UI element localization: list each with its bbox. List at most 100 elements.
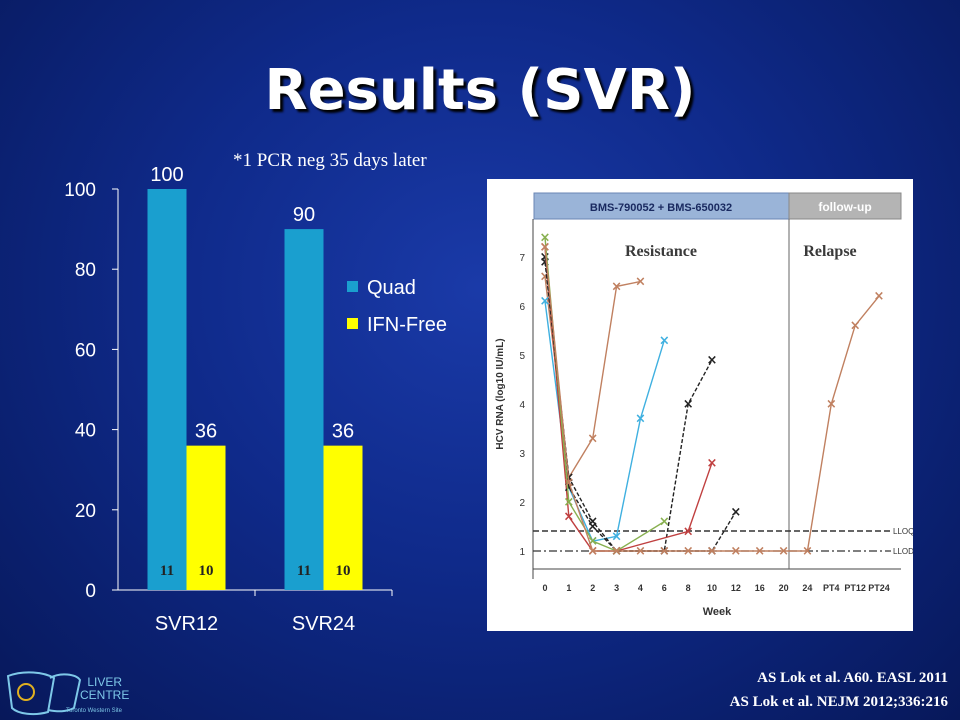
- liver-centre-logo: [6, 671, 82, 716]
- bar-svr24-quad: [284, 229, 324, 590]
- line-y-tick-label: 4: [519, 400, 525, 411]
- bar-value-label: 90: [293, 204, 315, 226]
- hcv-data-point: ×: [540, 270, 551, 285]
- bar-n-label: 11: [160, 563, 174, 579]
- treatment-phase-bar: [533, 192, 790, 220]
- legend-label: Quad: [367, 277, 416, 299]
- line-x-tick-label: PT24: [868, 583, 890, 593]
- logo-subtitle: Toronto Western Site: [66, 708, 122, 714]
- y-tick-label: 80: [75, 260, 96, 281]
- hcv-data-point: ×: [635, 412, 646, 427]
- hcv-data-point: ×: [635, 544, 646, 559]
- line-x-tick-label: 24: [802, 583, 812, 593]
- treatment-phase-label: BMS-790052 + BMS-650032: [590, 202, 732, 214]
- slide-title: Results (SVR): [264, 58, 696, 123]
- hcv-data-point: ×: [540, 294, 551, 309]
- line-y-axis-title: HCV RNA (log10 IU/mL): [495, 338, 506, 449]
- y-tick-label: 0: [85, 581, 96, 602]
- line-x-tick-label: 3: [614, 583, 619, 593]
- hcv-series-line-1: [544, 276, 641, 480]
- legend-swatch: [347, 281, 358, 292]
- hcv-data-point: ×: [683, 544, 694, 559]
- logo-text: LIVER CENTRE: [80, 675, 130, 702]
- bar-n-label: 11: [297, 563, 311, 579]
- footnote-pcr: *1 PCR neg 35 days later: [233, 150, 427, 171]
- line-y-tick-label: 3: [519, 449, 525, 460]
- citation-2: AS Lok et al. NEJM 2012;336:216: [729, 694, 948, 710]
- hcv-data-point: ×: [826, 397, 837, 412]
- line-x-tick-label: 0: [542, 583, 547, 593]
- bar-svr12-quad: [147, 189, 187, 590]
- bar-n-label: 10: [336, 563, 351, 579]
- hcv-data-point: ×: [778, 544, 789, 559]
- hcv-data-point: ×: [540, 255, 551, 270]
- bar-value-label: 36: [332, 421, 354, 443]
- line-x-tick-label: PT4: [823, 583, 840, 593]
- hcv-data-point: ×: [802, 544, 813, 559]
- hcv-data-point: ×: [635, 275, 646, 290]
- x-category-label: SVR12: [155, 613, 218, 635]
- bar-svr24-ifn-free: [323, 445, 363, 590]
- line-x-tick-label: 6: [662, 583, 667, 593]
- hcv-data-point: ×: [587, 515, 598, 530]
- hcv-rna-line-chart: BMS-790052 + BMS-650032 follow-up LLOQ LLOD…: [495, 192, 913, 618]
- hcv-data-point: ×: [611, 529, 622, 544]
- hcv-data-point: ×: [730, 544, 741, 559]
- line-x-tick-label: 20: [779, 583, 789, 593]
- hcv-data-point: ×: [587, 431, 598, 446]
- hcv-data-point: ×: [659, 333, 670, 348]
- x-category-label: SVR24: [292, 613, 355, 635]
- line-y-tick-label: 7: [519, 253, 525, 264]
- legend-swatch: [347, 318, 358, 329]
- hcv-data-point: ×: [707, 544, 718, 559]
- y-tick-label: 60: [75, 340, 96, 361]
- followup-phase-bar: [788, 192, 902, 220]
- hcv-data-point: ×: [540, 240, 551, 255]
- line-y-tick-label: 6: [519, 302, 525, 313]
- llod-label: LLOD: [893, 547, 913, 556]
- lloq-label: LLOQ: [893, 527, 913, 536]
- y-tick-label: 20: [75, 501, 96, 522]
- hcv-data-point: ×: [563, 475, 574, 490]
- legend-label: IFN-Free: [367, 314, 447, 336]
- hcv-data-point: ×: [874, 289, 885, 304]
- hcv-data-point: ×: [611, 279, 622, 294]
- line-x-tick-label: PT12: [844, 583, 866, 593]
- line-x-axis-title: Week: [703, 606, 732, 618]
- line-x-tick-label: 2: [590, 583, 595, 593]
- resistance-annotation: Resistance: [625, 243, 697, 260]
- line-x-tick-label: 8: [686, 583, 691, 593]
- hcv-data-point: ×: [730, 505, 741, 520]
- followup-phase-label: follow-up: [818, 200, 871, 214]
- bar-svr12-ifn-free: [186, 445, 226, 590]
- hcv-data-point: ×: [540, 250, 551, 265]
- y-tick-label: 40: [75, 421, 96, 442]
- line-x-tick-label: 16: [755, 583, 765, 593]
- hcv-data-point: ×: [587, 534, 598, 549]
- line-y-tick-label: 5: [519, 351, 525, 362]
- line-x-tick-label: 1: [566, 583, 571, 593]
- bar-n-label: 10: [199, 563, 214, 579]
- line-y-tick-label: 1: [519, 547, 525, 558]
- hcv-data-point: ×: [563, 510, 574, 525]
- hcv-series-line-6: [544, 237, 665, 552]
- bar-value-label: 100: [150, 164, 183, 186]
- relapse-annotation: Relapse: [803, 243, 856, 260]
- hcv-data-point: ×: [611, 544, 622, 559]
- hcv-rna-plot-panel: BMS-790052 + BMS-650032 follow-up LLOQ LLOD…: [487, 179, 913, 631]
- line-x-tick-label: 10: [707, 583, 717, 593]
- hcv-data-point: ×: [707, 353, 718, 368]
- hcv-series-line-7: [544, 247, 880, 552]
- bar-value-label: 36: [195, 421, 217, 443]
- hcv-data-point: ×: [540, 230, 551, 245]
- line-y-tick-label: 2: [519, 498, 525, 509]
- hcv-data-point: ×: [754, 544, 765, 559]
- citation-1: AS Lok et al. A60. EASL 2011: [757, 670, 948, 686]
- hcv-data-point: ×: [850, 319, 861, 334]
- hcv-data-point: ×: [659, 544, 670, 559]
- y-tick-label: 100: [64, 180, 96, 201]
- hcv-data-point: ×: [707, 456, 718, 471]
- line-x-tick-label: 4: [638, 583, 643, 593]
- line-x-tick-label: 12: [731, 583, 741, 593]
